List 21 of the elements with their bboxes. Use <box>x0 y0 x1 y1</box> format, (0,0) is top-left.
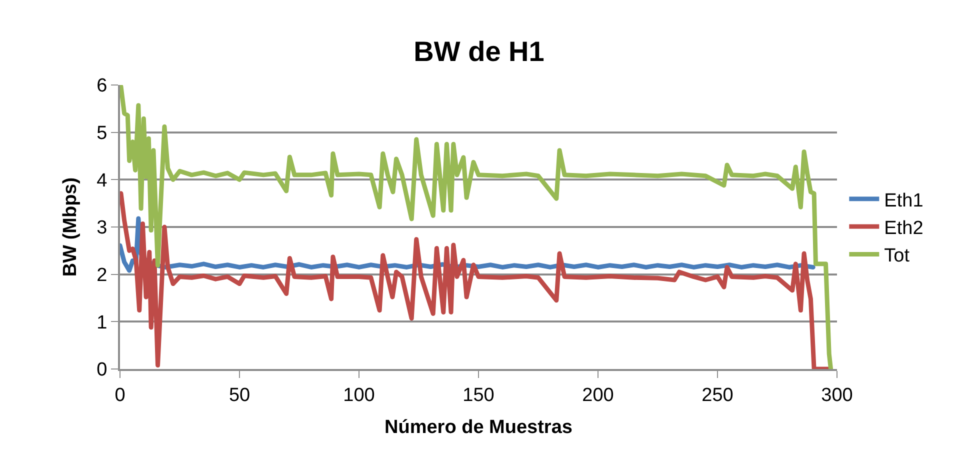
y-axis-title: BW (Mbps) <box>60 177 81 277</box>
y-tick-label: 1 <box>96 312 108 334</box>
legend-label: Eth1 <box>884 190 924 212</box>
y-tick-label: 2 <box>96 264 108 286</box>
y-tick-label: 0 <box>96 360 108 381</box>
legend-label: Eth2 <box>884 218 924 239</box>
y-tick-label: 3 <box>96 218 108 239</box>
x-tick-label: 100 <box>343 384 375 406</box>
x-tick-label: 300 <box>821 384 853 406</box>
y-tick-label: 4 <box>96 170 108 192</box>
x-tick-label: 150 <box>462 384 494 406</box>
legend-label: Tot <box>884 246 910 267</box>
x-tick-label: 250 <box>702 384 734 406</box>
x-tick-label: 200 <box>582 384 614 406</box>
x-tick-label: 50 <box>228 384 250 406</box>
y-tick-label: 5 <box>96 122 108 144</box>
chart-title: BW de H1 <box>414 36 544 67</box>
x-axis-title: Número de Muestras <box>384 417 572 438</box>
x-tick-label: 0 <box>114 384 126 406</box>
y-tick-label: 6 <box>96 76 108 97</box>
line-series <box>120 85 834 369</box>
